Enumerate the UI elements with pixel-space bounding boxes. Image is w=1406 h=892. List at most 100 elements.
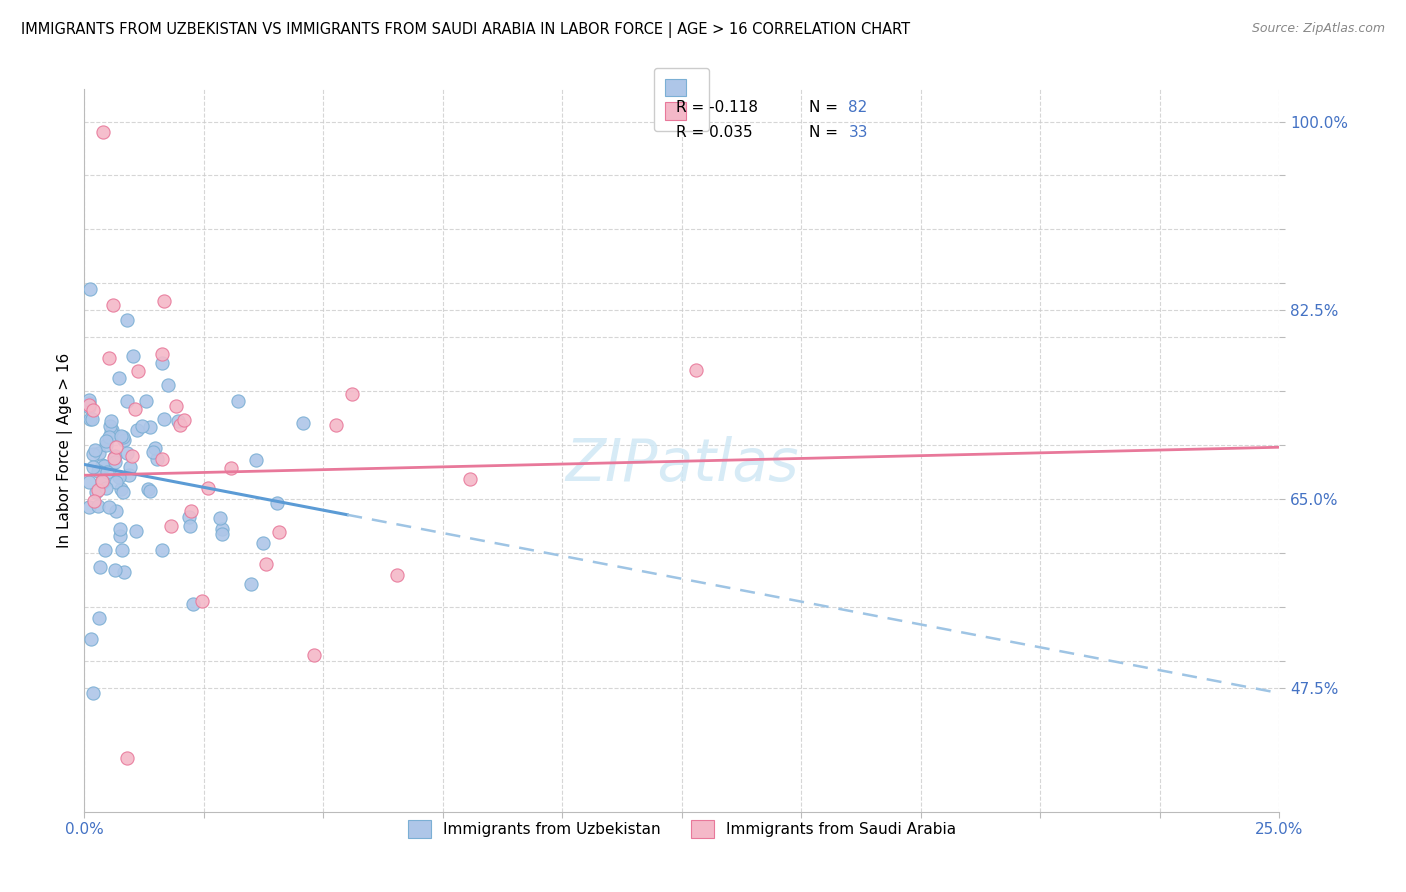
Point [82,686,104,700]
Point [91,475,114,490]
Point [143,441,166,455]
Point [83,493,105,508]
Point [125,524,148,539]
Point [153,411,176,425]
Point [124,402,146,417]
Point [104,475,127,489]
Point [105,504,128,518]
Point [104,563,127,577]
Point [100,414,122,428]
Point [104,449,127,463]
Point [165,399,187,413]
Point [94,438,117,452]
Point [197,481,219,495]
Point [458,473,481,487]
Point [146,452,169,467]
Point [385,568,408,582]
Point [94,543,117,558]
Point [150,543,173,558]
Legend: Immigrants from Uzbekistan, Immigrants from Saudi Arabia: Immigrants from Uzbekistan, Immigrants f… [402,814,962,844]
Point [82,460,104,475]
Point [87,464,110,478]
Point [94,481,117,495]
Point [181,597,204,611]
Point [160,519,183,533]
Point [226,393,249,408]
Point [325,418,347,433]
Point [110,429,132,443]
Point [115,393,138,408]
Point [101,298,124,312]
Point [127,364,149,378]
Point [77,396,100,410]
Point [83,443,105,458]
Point [252,536,274,550]
Point [292,417,315,431]
Point [115,313,138,327]
Point [94,434,117,449]
Text: N =: N = [808,125,844,140]
Point [169,417,191,432]
Point [239,577,262,591]
Point [86,499,108,513]
Point [245,453,267,467]
Point [131,419,153,434]
Point [211,522,233,536]
Point [82,402,104,417]
Point [180,503,202,517]
Point [157,378,180,392]
Point [111,485,134,500]
Point [150,347,173,361]
Point [211,526,233,541]
Point [266,496,288,510]
Point [117,751,139,765]
Text: IMMIGRANTS FROM UZBEKISTAN VS IMMIGRANTS FROM SAUDI ARABIA IN LABOR FORCE | AGE : IMMIGRANTS FROM UZBEKISTAN VS IMMIGRANTS… [21,22,910,38]
Point [104,455,127,469]
Point [77,475,100,489]
Point [118,459,141,474]
Point [108,522,131,536]
Point [79,412,101,426]
Point [77,393,100,408]
Point [112,565,135,579]
Point [87,610,110,624]
Point [108,529,131,543]
Point [103,451,125,466]
Text: N =: N = [808,100,844,115]
Point [89,446,111,460]
Point [150,451,173,466]
Point [87,483,110,498]
Point [98,430,121,444]
Point [89,560,111,574]
Point [91,475,114,489]
Text: R = -0.118: R = -0.118 [675,100,758,115]
Point [221,461,243,475]
Point [79,632,101,647]
Point [122,349,145,363]
Y-axis label: In Labor Force | Age > 16: In Labor Force | Age > 16 [58,353,73,548]
Point [93,459,115,474]
Point [115,446,138,460]
Text: R = 0.035: R = 0.035 [675,125,752,140]
Point [139,484,162,499]
Point [166,415,188,429]
Point [153,293,176,308]
Point [93,125,115,139]
Point [112,429,135,443]
Point [191,594,214,608]
Point [110,482,132,496]
Point [97,500,120,514]
Text: 33: 33 [848,125,868,140]
Point [177,509,200,524]
Point [209,511,232,525]
Point [302,648,325,663]
Point [108,469,131,483]
Point [112,433,135,447]
Point [100,418,122,433]
Point [685,362,707,376]
Point [173,413,195,427]
Point [84,484,107,499]
Point [101,424,124,438]
Point [142,444,165,458]
Point [77,401,100,415]
